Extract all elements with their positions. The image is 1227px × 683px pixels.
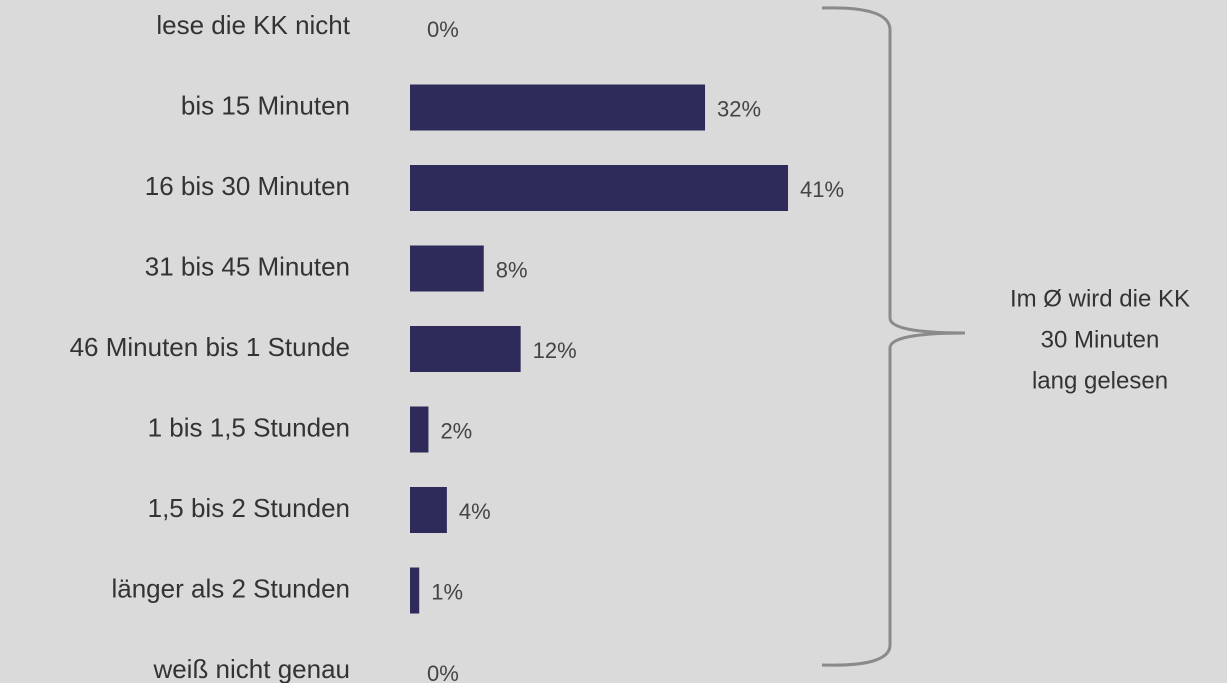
value-label: 0% xyxy=(427,17,459,42)
annotation: Im Ø wird die KK xyxy=(1010,285,1190,312)
bar xyxy=(410,245,484,292)
bar xyxy=(410,406,429,453)
value-label: 1% xyxy=(431,579,463,604)
category-label: lese die KK nicht xyxy=(156,10,350,40)
bar xyxy=(410,487,447,533)
bar xyxy=(410,84,706,131)
category-label: 1 bis 1,5 Stunden xyxy=(148,412,350,442)
bar xyxy=(410,165,789,211)
value-label: 41% xyxy=(800,177,844,202)
category-label: 1,5 bis 2 Stunden xyxy=(148,493,350,523)
value-label: 8% xyxy=(496,257,528,282)
category-label: 16 bis 30 Minuten xyxy=(145,171,350,201)
value-label: 0% xyxy=(427,661,459,683)
category-label: 46 Minuten bis 1 Stunde xyxy=(70,332,350,362)
bar xyxy=(410,326,521,372)
category-label: weiß nicht genau xyxy=(152,654,350,683)
bracket xyxy=(821,6,966,667)
value-label: 12% xyxy=(533,338,577,363)
annotation: 30 Minuten xyxy=(1041,326,1160,353)
annotation: lang gelesen xyxy=(1032,367,1168,394)
value-label: 4% xyxy=(459,499,491,524)
category-label: länger als 2 Stunden xyxy=(111,573,350,603)
value-label: 32% xyxy=(717,96,761,121)
category-label: bis 15 Minuten xyxy=(181,90,350,120)
value-label: 2% xyxy=(440,418,472,443)
category-label: 31 bis 45 Minuten xyxy=(145,251,350,281)
bar xyxy=(410,567,420,614)
